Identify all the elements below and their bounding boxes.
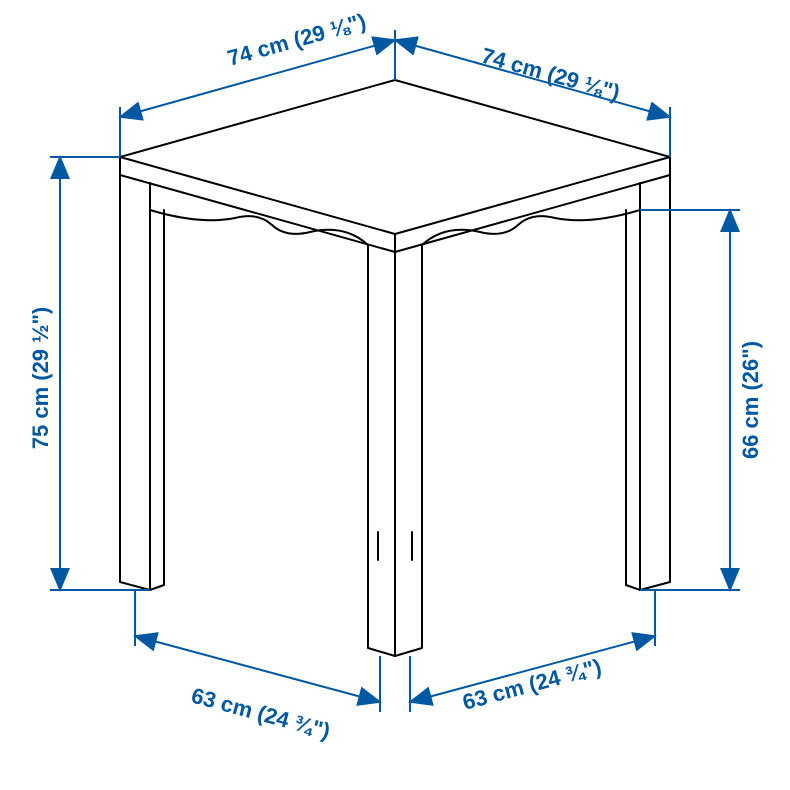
dim-base-left-label: 63 cm (24 ¾") [189,683,333,744]
dim-clearance-right-label: 66 cm (26") [738,341,763,459]
dim-base-right-label: 63 cm (24 ¾") [460,654,604,715]
dim-top-left: 74 cm (29 ⅛") [120,8,395,157]
dim-top-right-label: 74 cm (29 ⅛") [479,43,623,105]
dim-height-left: 75 cm (29 ½") [28,157,150,590]
dim-top-right: 74 cm (29 ⅛") [395,40,670,157]
dim-clearance-right: 66 cm (26") [640,210,763,590]
dim-height-left-label: 75 cm (29 ½") [28,307,53,450]
dim-base-right: 63 cm (24 ¾") [410,590,655,715]
dimension-diagram: 74 cm (29 ⅛") 74 cm (29 ⅛") 75 cm (29 ½"… [0,0,790,790]
dim-base-left: 63 cm (24 ¾") [135,590,380,744]
dim-top-left-label: 74 cm (29 ⅛") [225,8,369,70]
table-drawing [120,80,670,656]
